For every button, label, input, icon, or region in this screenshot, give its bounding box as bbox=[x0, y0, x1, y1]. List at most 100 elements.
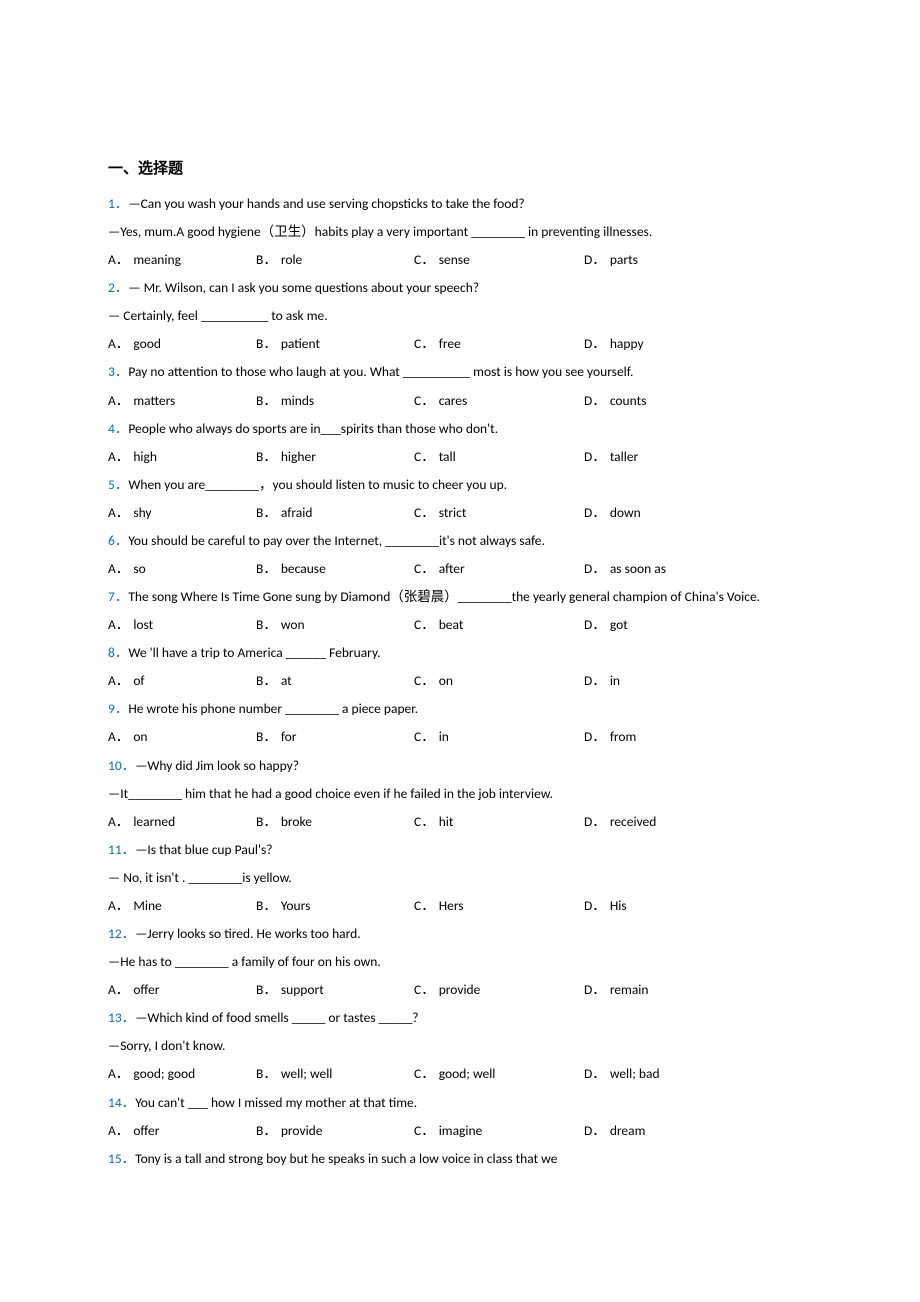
question-line: 2．— Mr. Wilson, can I ask you some quest… bbox=[108, 274, 819, 302]
choice-text: well; well bbox=[281, 1060, 333, 1088]
choice-label: D． bbox=[584, 611, 606, 639]
question-text: —Can you wash your hands and use serving… bbox=[128, 195, 524, 212]
question-number: 14． bbox=[108, 1094, 135, 1111]
choice-a: A．meaning bbox=[108, 246, 256, 274]
question-line: 10．—Why did Jim look so happy? bbox=[108, 752, 819, 780]
choice-text: from bbox=[610, 723, 637, 751]
choices-row: A．learnedB．brokeC．hitD．received bbox=[108, 808, 819, 836]
choice-label: C． bbox=[414, 1060, 435, 1088]
choice-text: beat bbox=[439, 611, 464, 639]
choice-text: matters bbox=[133, 387, 175, 415]
choice-text: because bbox=[281, 555, 326, 583]
choice-b: B．support bbox=[256, 976, 414, 1004]
choice-label: D． bbox=[584, 330, 606, 358]
choice-d: D．as soon as bbox=[584, 555, 666, 583]
choice-label: B． bbox=[256, 246, 277, 274]
choice-text: afraid bbox=[281, 499, 313, 527]
choice-label: B． bbox=[256, 443, 277, 471]
choice-a: A．good; good bbox=[108, 1060, 256, 1088]
choice-a: A．Mine bbox=[108, 892, 256, 920]
choice-d: D．parts bbox=[584, 246, 638, 274]
choice-label: C． bbox=[414, 443, 435, 471]
choice-text: dream bbox=[610, 1117, 646, 1145]
choice-text: meaning bbox=[133, 246, 181, 274]
choices-row: A．meaningB．roleC．senseD．parts bbox=[108, 246, 819, 274]
choice-b: B．higher bbox=[256, 443, 414, 471]
choice-label: A． bbox=[108, 892, 129, 920]
choice-c: C．in bbox=[414, 723, 584, 751]
choice-text: on bbox=[439, 667, 453, 695]
choice-label: A． bbox=[108, 246, 129, 274]
choice-label: C． bbox=[414, 611, 435, 639]
choice-label: A． bbox=[108, 667, 129, 695]
choice-a: A．offer bbox=[108, 976, 256, 1004]
choice-b: B．well; well bbox=[256, 1060, 414, 1088]
question-line: 7．The song Where Is Time Gone sung by Di… bbox=[108, 583, 819, 611]
choice-text: won bbox=[281, 611, 305, 639]
choices-row: A．soB．becauseC．afterD．as soon as bbox=[108, 555, 819, 583]
question-number: 9． bbox=[108, 700, 128, 717]
question-text: You should be careful to pay over the In… bbox=[128, 532, 545, 549]
choice-d: D．dream bbox=[584, 1117, 645, 1145]
choices-row: A．offerB．provideC．imagineD．dream bbox=[108, 1117, 819, 1145]
question-line: —Yes, mum.A good hygiene（卫生）habits play … bbox=[108, 218, 819, 246]
choice-d: D．counts bbox=[584, 387, 646, 415]
choice-text: His bbox=[610, 892, 627, 920]
question-text: Tony is a tall and strong boy but he spe… bbox=[135, 1150, 557, 1167]
choice-label: C． bbox=[414, 499, 435, 527]
question-text: We 'll have a trip to America ______ Feb… bbox=[128, 644, 380, 661]
choice-text: counts bbox=[610, 387, 647, 415]
choice-label: C． bbox=[414, 667, 435, 695]
question-line: —He has to ________ a family of four on … bbox=[108, 948, 819, 976]
question-text: He wrote his phone number ________ a pie… bbox=[128, 700, 418, 717]
choice-text: after bbox=[439, 555, 465, 583]
question-line: —It________ him that he had a good choic… bbox=[108, 780, 819, 808]
choice-label: D． bbox=[584, 387, 606, 415]
question-text: —Is that blue cup Paul's? bbox=[135, 841, 272, 858]
choice-c: C．Hers bbox=[414, 892, 584, 920]
choice-c: C．after bbox=[414, 555, 584, 583]
choice-label: D． bbox=[584, 723, 606, 751]
question-text: —Jerry looks so tired. He works too hard… bbox=[135, 925, 360, 942]
question-number: 12． bbox=[108, 925, 135, 942]
choice-label: B． bbox=[256, 555, 277, 583]
choice-label: C． bbox=[414, 808, 435, 836]
choice-label: C． bbox=[414, 892, 435, 920]
question-line: 3．Pay no attention to those who laugh at… bbox=[108, 358, 819, 386]
question-line: 15．Tony is a tall and strong boy but he … bbox=[108, 1145, 819, 1173]
section-heading: 一、选择题 bbox=[108, 157, 819, 178]
choice-d: D．remain bbox=[584, 976, 649, 1004]
choices-row: A．highB．higherC．tallD．taller bbox=[108, 443, 819, 471]
choice-b: B．patient bbox=[256, 330, 414, 358]
choice-c: C．strict bbox=[414, 499, 584, 527]
choice-c: C．hit bbox=[414, 808, 584, 836]
choice-text: as soon as bbox=[610, 555, 666, 583]
choice-b: B．won bbox=[256, 611, 414, 639]
question-line: —Sorry, I don't know. bbox=[108, 1032, 819, 1060]
choice-text: provide bbox=[281, 1117, 323, 1145]
choice-text: in bbox=[439, 723, 449, 751]
question-line: 6．You should be careful to pay over the … bbox=[108, 527, 819, 555]
choice-d: D．taller bbox=[584, 443, 638, 471]
choice-b: B．Yours bbox=[256, 892, 414, 920]
choice-d: D．got bbox=[584, 611, 628, 639]
choice-label: B． bbox=[256, 499, 277, 527]
question-text: When you are________，you should listen t… bbox=[128, 476, 507, 493]
choice-c: C．cares bbox=[414, 387, 584, 415]
choice-text: good; good bbox=[133, 1060, 195, 1088]
choice-text: at bbox=[281, 667, 292, 695]
question-line: 8．We 'll have a trip to America ______ F… bbox=[108, 639, 819, 667]
choice-text: support bbox=[281, 976, 324, 1004]
choice-text: high bbox=[133, 443, 157, 471]
question-text: —Sorry, I don't know. bbox=[108, 1037, 225, 1054]
choice-label: D． bbox=[584, 1060, 606, 1088]
choices-row: A．shyB．afraidC．strictD．down bbox=[108, 499, 819, 527]
choice-b: B．broke bbox=[256, 808, 414, 836]
choice-label: A． bbox=[108, 1060, 129, 1088]
question-text: — Certainly, feel __________ to ask me. bbox=[108, 307, 328, 324]
question-text: Pay no attention to those who laugh at y… bbox=[128, 363, 633, 380]
choice-text: cares bbox=[439, 387, 468, 415]
question-number: 7． bbox=[108, 588, 128, 605]
question-text: — No, it isn't . ________is yellow. bbox=[108, 869, 292, 886]
choice-text: sense bbox=[439, 246, 470, 274]
